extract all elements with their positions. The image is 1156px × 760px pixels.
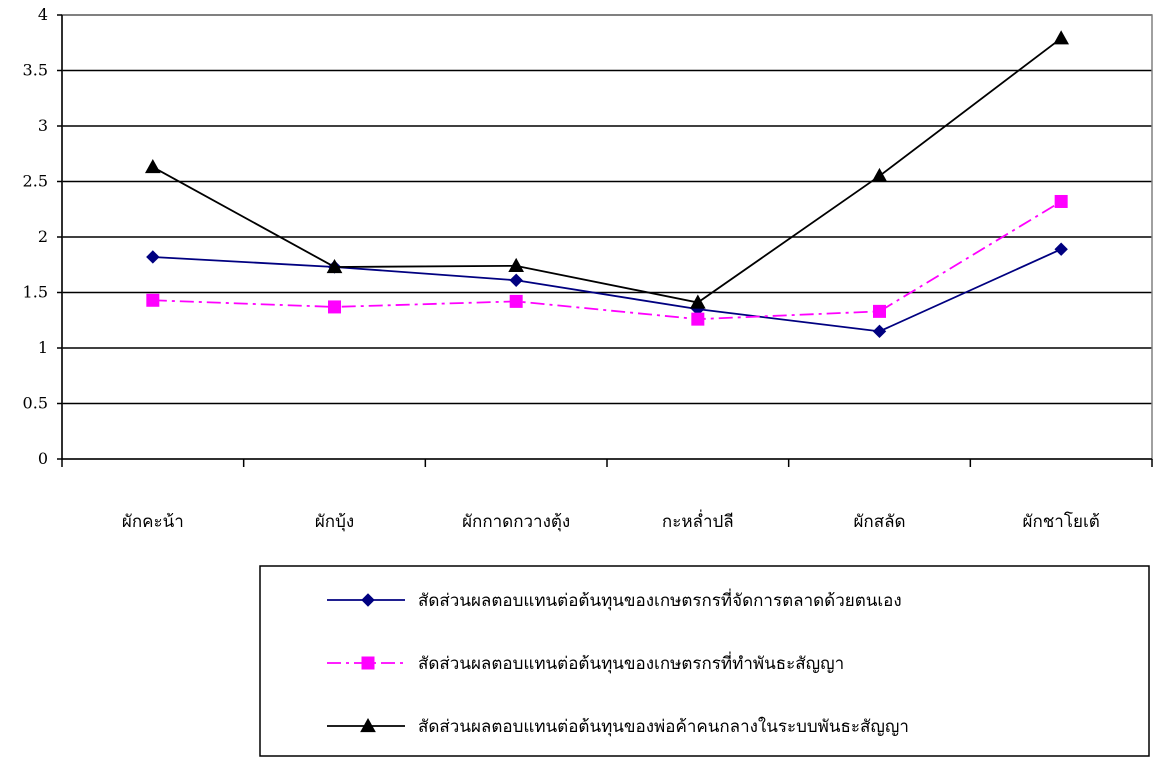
series-1	[146, 242, 1068, 339]
data-point	[509, 294, 523, 308]
series-3	[144, 30, 1070, 309]
series-line	[152, 200, 1062, 321]
y-tick-label: 1	[38, 338, 48, 357]
y-tick-label: 4	[38, 5, 48, 24]
series-line	[152, 248, 1062, 333]
legend-entry-2: สัดส่วนผลตอบแทนต่อต้นทุนของเกษตรกรที่ทำพ…	[327, 651, 844, 674]
x-tick-label: ผักชาโยเต้	[1023, 511, 1100, 532]
data-point	[508, 257, 525, 272]
x-tick-label: ผักบุ้ง	[315, 512, 354, 532]
legend: สัดส่วนผลตอบแทนต่อต้นทุนของเกษตรกรที่จัด…	[259, 565, 1150, 757]
data-point	[1054, 242, 1068, 256]
y-tick-label: 3	[38, 116, 48, 135]
y-tick-label: 0.5	[23, 394, 48, 413]
x-tick-label: ผักสลัด	[853, 512, 905, 532]
y-tick-label: 2	[38, 227, 48, 246]
legend-label: สัดส่วนผลตอบแทนต่อต้นทุนของพ่อค้าคนกลางใ…	[418, 716, 909, 737]
data-point	[144, 159, 161, 174]
legend-marker	[361, 656, 375, 670]
data-point	[691, 312, 705, 326]
legend-marker	[361, 593, 375, 607]
x-tick-label: กะหล่ำปลี	[662, 509, 734, 532]
data-point	[689, 294, 706, 309]
legend-entry-1: สัดส่วนผลตอบแทนต่อต้นทุนของเกษตรกรที่จัด…	[327, 588, 902, 611]
y-tick-label: 3.5	[23, 61, 48, 80]
x-tick-label: ผักกาดกวางตุ้ง	[462, 512, 570, 532]
data-point	[146, 293, 160, 307]
data-series	[144, 30, 1070, 339]
series-2	[146, 194, 1068, 326]
legend-marker	[360, 717, 376, 733]
legend-box	[259, 565, 1150, 757]
data-point	[1054, 194, 1068, 208]
data-point	[1053, 30, 1070, 45]
y-tick-label: 1.5	[23, 283, 48, 302]
y-tick-label: 0	[38, 449, 48, 468]
data-point	[328, 300, 341, 314]
legend-entry-3: สัดส่วนผลตอบแทนต่อต้นทุนของพ่อค้าคนกลางใ…	[327, 716, 909, 737]
legend-label: สัดส่วนผลตอบแทนต่อต้นทุนของเกษตรกรที่จัด…	[418, 588, 902, 611]
data-point	[873, 304, 886, 318]
data-point	[871, 167, 888, 183]
data-point	[146, 250, 160, 264]
y-tick-labels: 0 0.5 1 1.5 2 2.5 3 3.5 4	[23, 5, 48, 468]
data-point	[872, 324, 887, 339]
y-tick-label: 2.5	[23, 172, 48, 191]
series-line	[152, 37, 1062, 304]
x-tick-label: ผักคะน้า	[122, 512, 184, 532]
x-tick-labels: ผักคะน้า ผักบุ้ง ผักกาดกวางตุ้ง กะหล่ำปลี ผั…	[122, 509, 1100, 532]
axes	[57, 14, 1153, 467]
data-point	[509, 273, 523, 287]
grid-lines	[62, 14, 1152, 405]
legend-label: สัดส่วนผลตอบแทนต่อต้นทุนของเกษตรกรที่ทำพ…	[418, 651, 844, 674]
data-point	[326, 258, 343, 274]
